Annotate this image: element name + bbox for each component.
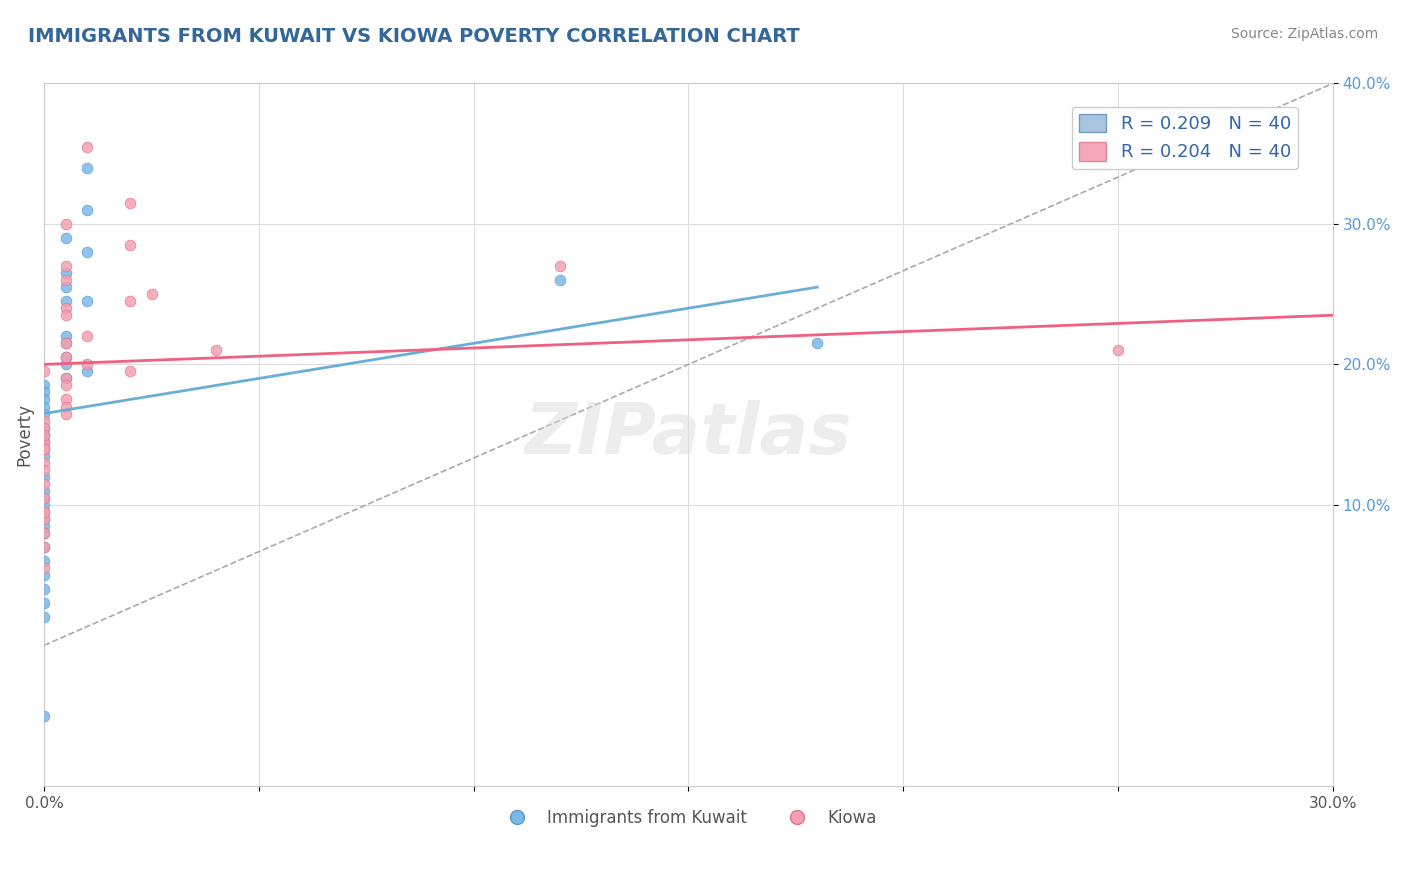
Point bbox=[32, 442, 55, 456]
Point bbox=[32, 427, 55, 442]
Point bbox=[55, 266, 77, 280]
Point bbox=[55, 280, 77, 294]
Point bbox=[55, 371, 77, 385]
Point bbox=[205, 343, 228, 358]
Point bbox=[118, 364, 141, 378]
Point bbox=[32, 407, 55, 421]
Point bbox=[76, 245, 98, 260]
Point bbox=[55, 301, 77, 316]
Point bbox=[76, 357, 98, 371]
Point bbox=[76, 364, 98, 378]
Point bbox=[55, 336, 77, 351]
Point bbox=[32, 364, 55, 378]
Text: Source: ZipAtlas.com: Source: ZipAtlas.com bbox=[1230, 27, 1378, 41]
Point bbox=[76, 202, 98, 217]
Point bbox=[32, 378, 55, 392]
Point bbox=[55, 294, 77, 309]
Point bbox=[32, 498, 55, 512]
Point bbox=[55, 371, 77, 385]
Point bbox=[118, 195, 141, 210]
Point bbox=[32, 476, 55, 491]
Text: IMMIGRANTS FROM KUWAIT VS KIOWA POVERTY CORRELATION CHART: IMMIGRANTS FROM KUWAIT VS KIOWA POVERTY … bbox=[28, 27, 800, 45]
Point bbox=[55, 357, 77, 371]
Point bbox=[32, 519, 55, 533]
Point bbox=[32, 442, 55, 456]
Point bbox=[55, 351, 77, 365]
Point bbox=[32, 456, 55, 470]
Point bbox=[76, 161, 98, 175]
Point bbox=[32, 469, 55, 483]
Point bbox=[32, 596, 55, 610]
Point bbox=[32, 610, 55, 624]
Point bbox=[55, 336, 77, 351]
Point bbox=[32, 554, 55, 568]
Point bbox=[32, 420, 55, 434]
Point bbox=[32, 505, 55, 519]
Point bbox=[55, 308, 77, 322]
Point bbox=[32, 568, 55, 582]
Point bbox=[32, 413, 55, 427]
Point bbox=[1107, 343, 1129, 358]
Y-axis label: Poverty: Poverty bbox=[15, 403, 32, 467]
Point bbox=[32, 582, 55, 596]
Point bbox=[806, 336, 828, 351]
Point bbox=[32, 385, 55, 400]
Point bbox=[55, 407, 77, 421]
Point bbox=[32, 561, 55, 575]
Point bbox=[55, 259, 77, 273]
Point bbox=[32, 540, 55, 554]
Point bbox=[118, 294, 141, 309]
Point bbox=[32, 512, 55, 526]
Point bbox=[55, 273, 77, 287]
Point bbox=[32, 427, 55, 442]
Point bbox=[32, 400, 55, 414]
Point bbox=[55, 400, 77, 414]
Point bbox=[548, 273, 571, 287]
Point bbox=[32, 540, 55, 554]
Point bbox=[32, 392, 55, 407]
Point bbox=[118, 238, 141, 252]
Point bbox=[32, 449, 55, 463]
Point bbox=[76, 139, 98, 153]
Point bbox=[32, 483, 55, 498]
Point bbox=[548, 259, 571, 273]
Text: ZIPatlas: ZIPatlas bbox=[524, 401, 852, 469]
Point bbox=[32, 512, 55, 526]
Point bbox=[55, 392, 77, 407]
Legend: Immigrants from Kuwait, Kiowa: Immigrants from Kuwait, Kiowa bbox=[494, 802, 883, 834]
Point bbox=[32, 420, 55, 434]
Point bbox=[32, 434, 55, 449]
Point bbox=[32, 505, 55, 519]
Point bbox=[76, 329, 98, 343]
Point bbox=[55, 378, 77, 392]
Point bbox=[32, 491, 55, 505]
Point bbox=[141, 287, 163, 301]
Point bbox=[32, 491, 55, 505]
Point bbox=[32, 525, 55, 540]
Point bbox=[55, 351, 77, 365]
Point bbox=[32, 442, 55, 456]
Point bbox=[32, 708, 55, 723]
Point bbox=[32, 434, 55, 449]
Point bbox=[55, 329, 77, 343]
Point bbox=[55, 217, 77, 231]
Point bbox=[55, 231, 77, 245]
Point bbox=[32, 463, 55, 477]
Point bbox=[32, 525, 55, 540]
Point bbox=[76, 294, 98, 309]
